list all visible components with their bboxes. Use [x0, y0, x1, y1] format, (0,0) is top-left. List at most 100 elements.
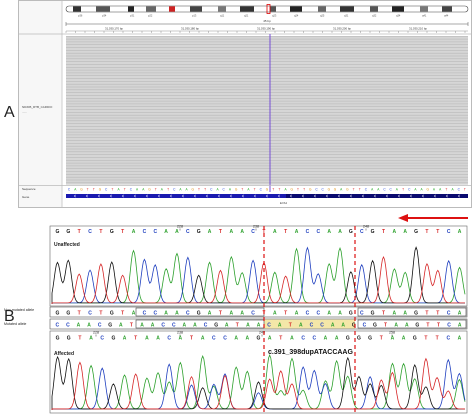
- aligned-read[interactable]: [66, 125, 468, 128]
- aligned-read[interactable]: [66, 102, 468, 104]
- aligned-read[interactable]: [66, 82, 468, 84]
- aligned-read[interactable]: [66, 99, 468, 101]
- aligned-read[interactable]: [66, 129, 468, 131]
- aligned-read[interactable]: [66, 104, 468, 106]
- chromosome-ideogram[interactable]: [65, 4, 469, 14]
- aligned-read[interactable]: [66, 135, 468, 137]
- aligned-read[interactable]: [66, 146, 468, 148]
- aligned-read[interactable]: [66, 79, 468, 81]
- aligned-read[interactable]: [66, 39, 468, 41]
- base-call: A: [327, 229, 331, 235]
- aligned-read[interactable]: [66, 88, 468, 90]
- aligned-read[interactable]: [66, 107, 468, 109]
- aligned-read[interactable]: [66, 167, 468, 169]
- aligned-read[interactable]: [66, 115, 468, 117]
- aligned-read[interactable]: [66, 84, 468, 86]
- aligned-read[interactable]: [66, 133, 468, 135]
- aligned-read[interactable]: [66, 163, 468, 165]
- aligned-read[interactable]: [66, 132, 468, 134]
- aligned-read[interactable]: [66, 101, 468, 103]
- aligned-read[interactable]: [66, 180, 468, 182]
- aligned-read[interactable]: [66, 155, 468, 157]
- aligned-read[interactable]: [66, 161, 468, 163]
- aligned-read[interactable]: [66, 136, 468, 138]
- aligned-read[interactable]: [66, 67, 468, 69]
- aligned-read[interactable]: [66, 56, 468, 58]
- aligned-read[interactable]: [66, 74, 468, 76]
- alignment-track[interactable]: [66, 36, 468, 185]
- aligned-read[interactable]: [66, 142, 468, 145]
- gene-track[interactable]: [66, 194, 468, 198]
- aligned-read[interactable]: [66, 91, 468, 94]
- aligned-read[interactable]: [66, 138, 468, 140]
- aligned-read[interactable]: [66, 152, 468, 154]
- aligned-read[interactable]: [66, 63, 468, 66]
- aligned-read[interactable]: [66, 57, 468, 59]
- aligned-read[interactable]: [66, 73, 468, 75]
- aligned-read[interactable]: [66, 139, 468, 142]
- aligned-read[interactable]: [66, 71, 468, 73]
- aligned-read[interactable]: [66, 147, 468, 149]
- aligned-read[interactable]: [66, 110, 468, 112]
- aligned-read[interactable]: [66, 156, 468, 159]
- aligned-read[interactable]: [66, 183, 468, 185]
- aligned-read[interactable]: [66, 150, 468, 152]
- aligned-read[interactable]: [66, 77, 468, 80]
- aligned-read[interactable]: [66, 40, 468, 42]
- aligned-read[interactable]: [66, 149, 468, 151]
- aligned-read[interactable]: [66, 70, 468, 72]
- aligned-read[interactable]: [66, 177, 468, 179]
- aligned-read[interactable]: [66, 153, 468, 156]
- aligned-read[interactable]: [66, 93, 468, 95]
- aligned-read[interactable]: [66, 160, 468, 162]
- aligned-read[interactable]: [66, 62, 468, 64]
- aligned-read[interactable]: [66, 80, 468, 83]
- aligned-read[interactable]: [66, 111, 468, 114]
- aligned-read[interactable]: [66, 108, 468, 111]
- aligned-read[interactable]: [66, 164, 468, 166]
- aligned-read[interactable]: [66, 42, 468, 44]
- aligned-read[interactable]: [66, 118, 468, 120]
- aligned-read[interactable]: [66, 37, 468, 39]
- aligned-read[interactable]: [66, 90, 468, 92]
- aligned-read[interactable]: [66, 60, 468, 63]
- aligned-read[interactable]: [66, 169, 468, 171]
- aligned-read[interactable]: [66, 43, 468, 45]
- aligned-read[interactable]: [66, 48, 468, 50]
- aligned-read[interactable]: [66, 170, 468, 173]
- aligned-read[interactable]: [66, 178, 468, 180]
- aligned-read[interactable]: [66, 96, 468, 98]
- aligned-read[interactable]: [66, 130, 468, 132]
- aligned-read[interactable]: [66, 59, 468, 61]
- aligned-read[interactable]: [66, 122, 468, 125]
- aligned-read[interactable]: [66, 121, 468, 123]
- aligned-read[interactable]: [66, 113, 468, 115]
- aligned-read[interactable]: [66, 46, 468, 49]
- aligned-read[interactable]: [66, 65, 468, 67]
- aligned-read[interactable]: [66, 181, 468, 183]
- aligned-read[interactable]: [66, 144, 468, 146]
- aligned-read[interactable]: [66, 158, 468, 160]
- aligned-read[interactable]: [66, 119, 468, 121]
- aligned-read[interactable]: [66, 173, 468, 176]
- aligned-read[interactable]: [66, 116, 468, 118]
- aligned-read[interactable]: [66, 105, 468, 107]
- aligned-read[interactable]: [66, 98, 468, 100]
- aligned-read[interactable]: [66, 85, 468, 87]
- aligned-read[interactable]: [66, 166, 468, 168]
- aligned-read[interactable]: [66, 87, 468, 89]
- aligned-read[interactable]: [66, 172, 468, 174]
- aligned-read[interactable]: [66, 36, 468, 38]
- aligned-read[interactable]: [66, 45, 468, 47]
- aligned-read[interactable]: [66, 51, 468, 53]
- aligned-read[interactable]: [66, 53, 468, 55]
- aligned-read[interactable]: [66, 175, 468, 177]
- aligned-read[interactable]: [66, 54, 468, 56]
- aligned-read[interactable]: [66, 141, 468, 143]
- aligned-read[interactable]: [66, 124, 468, 126]
- aligned-read[interactable]: [66, 49, 468, 52]
- aligned-read[interactable]: [66, 94, 468, 97]
- aligned-read[interactable]: [66, 68, 468, 70]
- aligned-read[interactable]: [66, 76, 468, 78]
- aligned-read[interactable]: [66, 127, 468, 129]
